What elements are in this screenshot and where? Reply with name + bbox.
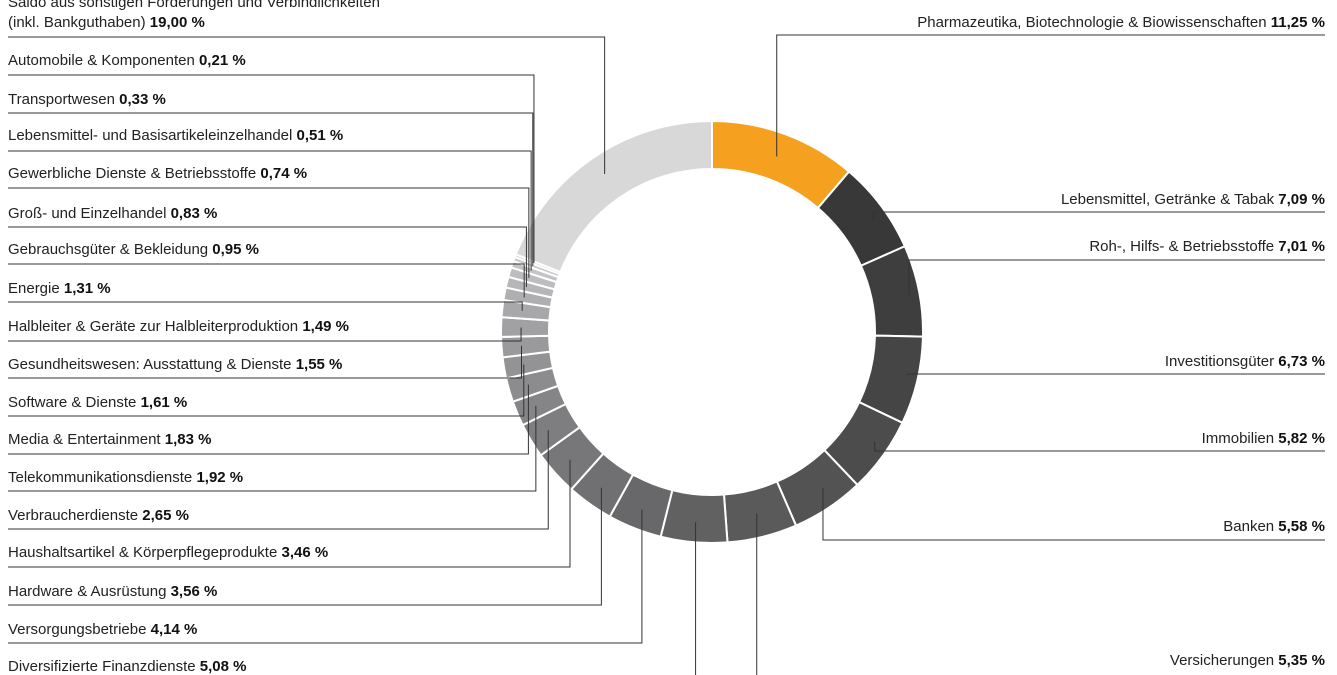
label-verbraucherdienste: Verbraucherdienste 2,65 % xyxy=(8,507,189,524)
leader-transportwesen xyxy=(8,112,534,266)
leader-gesundheitswesen-ausstattung-dienste xyxy=(8,345,522,379)
label-telekommunikationsdienste: Telekommunikationsdienste 1,92 % xyxy=(8,469,243,486)
slice-labels: Pharmazeutika, Biotechnologie & Biowisse… xyxy=(8,0,1325,675)
slice-saldo-aus-sonstigen-forderungen-und-verbindlichkeiten xyxy=(514,119,713,274)
label-line1-saldo-aus-sonstigen-forderungen-und-verbindlichkeiten: Saldo aus sonstigen Forderungen und Verb… xyxy=(8,0,380,11)
label-diversifizierte-finanzdienste: Diversifizierte Finanzdienste 5,08 % xyxy=(8,658,246,675)
leader-immobilien xyxy=(874,441,1325,452)
leader-lebensmittel-und-basisartikeleinzelhandel xyxy=(8,150,532,271)
label-energie: Energie 1,31 % xyxy=(8,280,111,297)
leader-investitionsgueter xyxy=(907,373,1325,376)
label-pharmazeutika-biotechnologie-biowissenschaften: Pharmazeutika, Biotechnologie & Biowisse… xyxy=(917,14,1325,31)
label-gross-und-einzelhandel: Groß- und Einzelhandel 0,83 % xyxy=(8,205,217,222)
leader-banken xyxy=(822,487,1325,541)
leader-lines xyxy=(8,34,1325,675)
leader-hardware-ausruestung xyxy=(8,487,602,606)
label-transportwesen: Transportwesen 0,33 % xyxy=(8,91,166,108)
leader-gebrauchsgueter-bekleidung xyxy=(8,263,525,298)
leader-energie xyxy=(8,301,523,311)
label-gesundheitswesen-ausstattung-dienste: Gesundheitswesen: Ausstattung & Dienste … xyxy=(8,356,342,373)
leader-haushaltsartikel-koerperpflegeprodukte xyxy=(8,459,571,568)
leader-versorgungsbetriebe xyxy=(8,509,643,644)
leader-automobile-komponenten xyxy=(8,74,535,263)
leader-halbleiter-geraete-zur-halbleiterproduktion xyxy=(8,327,522,342)
label-haushaltsartikel-koerperpflegeprodukte: Haushaltsartikel & Körperpflegeprodukte … xyxy=(8,544,328,561)
leader-lebensmittel-getraenke-tabak xyxy=(872,211,1325,221)
label-hardware-ausruestung: Hardware & Ausrüstung 3,56 % xyxy=(8,583,217,600)
label-lebensmittel-und-basisartikeleinzelhandel: Lebensmittel- und Basisartikeleinzelhand… xyxy=(8,127,343,144)
label-media-entertainment: Media & Entertainment 1,83 % xyxy=(8,431,211,448)
leader-gewerbliche-dienste-betriebsstoffe xyxy=(8,187,530,278)
label-saldo-aus-sonstigen-forderungen-und-verbindlichkeiten: (inkl. Bankguthaben) 19,00 % xyxy=(8,14,205,31)
label-halbleiter-geraete-zur-halbleiterproduktion: Halbleiter & Geräte zur Halbleiterproduk… xyxy=(8,318,349,335)
leader-media-entertainment xyxy=(8,384,529,455)
label-investitionsgueter: Investitionsgüter 6,73 % xyxy=(1165,353,1325,370)
label-banken: Banken 5,58 % xyxy=(1223,518,1325,535)
leader-roh-hilfs-betriebsstoffe xyxy=(908,259,1325,296)
donut-slices xyxy=(499,119,924,544)
leader-telekommunikationsdienste xyxy=(8,405,537,492)
leader-pharmazeutika-biotechnologie-biowissenschaften xyxy=(776,34,1325,157)
label-automobile-komponenten: Automobile & Komponenten 0,21 % xyxy=(8,52,246,69)
leader-verbraucherdienste xyxy=(8,430,549,530)
leader-gross-und-einzelhandel xyxy=(8,226,527,287)
label-gebrauchsgueter-bekleidung: Gebrauchsgüter & Bekleidung 0,95 % xyxy=(8,241,259,258)
label-lebensmittel-getraenke-tabak: Lebensmittel, Getränke & Tabak 7,09 % xyxy=(1061,191,1325,208)
leader-saldo-aus-sonstigen-forderungen-und-verbindlichkeiten xyxy=(8,36,606,175)
label-gewerbliche-dienste-betriebsstoffe: Gewerbliche Dienste & Betriebsstoffe 0,7… xyxy=(8,165,307,182)
leader-software-dienste xyxy=(8,364,525,417)
label-versicherungen: Versicherungen 5,35 % xyxy=(1170,652,1325,669)
label-roh-hilfs-betriebsstoffe: Roh-, Hilfs- & Betriebsstoffe 7,01 % xyxy=(1089,238,1325,255)
label-versorgungsbetriebe: Versorgungsbetriebe 4,14 % xyxy=(8,621,197,638)
label-immobilien: Immobilien 5,82 % xyxy=(1202,430,1325,447)
label-software-dienste: Software & Dienste 1,61 % xyxy=(8,394,187,411)
